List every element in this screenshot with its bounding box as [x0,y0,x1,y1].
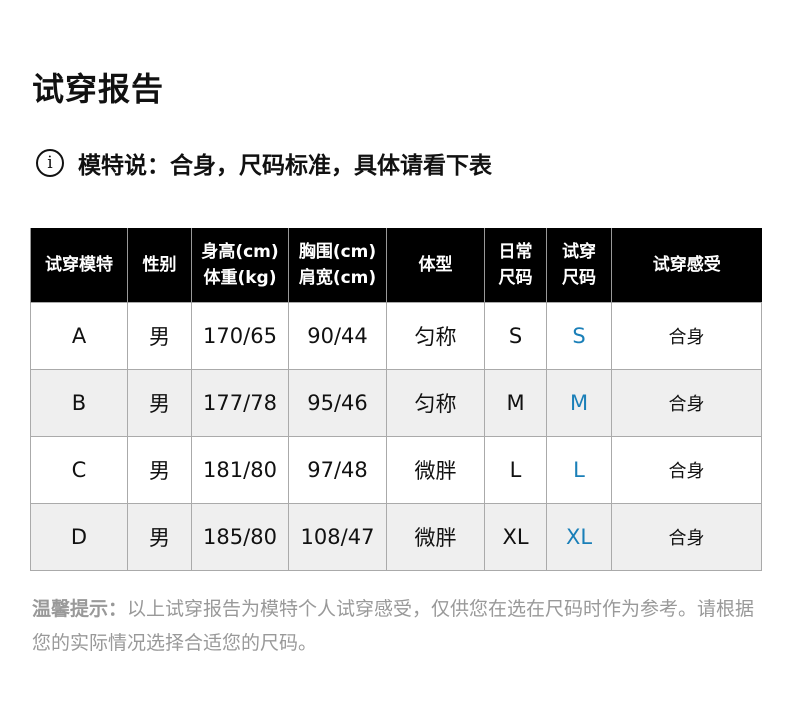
table-cell: S [484,302,547,370]
column-header: 身高(cm) 体重(kg) [191,228,289,303]
table-cell: A [30,302,128,370]
column-header: 性别 [127,228,192,303]
footer-label: 温馨提示： [32,598,128,620]
page-title: 试穿报告 [32,70,165,108]
table-cell: M [546,369,612,437]
column-header-line: 尺码 [562,268,596,288]
table-cell: 95/46 [288,369,387,437]
table-cell: 97/48 [288,436,387,504]
column-header-line: 胸围(cm) [298,242,377,262]
table-cell: 170/65 [191,302,289,370]
table-cell: 90/44 [288,302,387,370]
table-cell: 匀称 [386,302,485,370]
table-cell: L [546,436,612,504]
table-cell: 微胖 [386,503,485,571]
fit-report-table: 试穿模特 性别 身高(cm) 体重(kg) 胸围(cm) 肩宽(cm) 体型 日常 尺码 试穿 尺码… [30,228,762,571]
table-cell: 合身 [611,503,762,571]
column-header-line: 试穿模特 [45,255,113,275]
table-cell: 108/47 [288,503,387,571]
table-row: B 男 177/78 95/46 匀称 M M 合身 [30,369,762,437]
table-row: C 男 181/80 97/48 微胖 L L 合身 [30,436,762,504]
table-cell: 合身 [611,369,762,437]
column-header: 胸围(cm) 肩宽(cm) [288,228,387,303]
column-header-line: 体重(kg) [203,268,277,288]
column-header-line: 性别 [142,255,177,275]
table-cell: M [484,369,547,437]
column-header-line: 试穿 [562,242,596,262]
column-header-line: 日常 [498,242,533,262]
table-cell: 合身 [611,302,762,370]
table-cell: C [30,436,128,504]
column-header-line: 尺码 [498,268,533,288]
model-note: i 模特说：合身，尺码标准，具体请看下表 [36,146,492,180]
table-cell: 合身 [611,436,762,504]
info-icon: i [36,149,64,177]
table-cell: 181/80 [191,436,289,504]
table-cell: XL [484,503,547,571]
table-cell: 男 [127,369,192,437]
table-cell: 177/78 [191,369,289,437]
column-header: 日常 尺码 [484,228,547,303]
table-cell: 匀称 [386,369,485,437]
table-cell: D [30,503,128,571]
footer-tip: 温馨提示：以上试穿报告为模特个人试穿感受，仅供您在选在尺码时作为参考。请根据您的… [32,592,762,660]
column-header: 试穿感受 [611,228,762,303]
column-header: 体型 [386,228,485,303]
column-header: 试穿模特 [30,228,128,303]
table-cell: 男 [127,302,192,370]
table-cell: 男 [127,436,192,504]
note-text: 模特说：合身，尺码标准，具体请看下表 [78,153,492,179]
table-row: D 男 185/80 108/47 微胖 XL XL 合身 [30,503,762,571]
column-header-line: 体型 [418,255,453,275]
column-header-line: 试穿感受 [652,255,721,275]
column-header-line: 身高(cm) [201,242,279,262]
table-cell: S [546,302,612,370]
footer-text: 以上试穿报告为模特个人试穿感受，仅供您在选在尺码时作为参考。请根据您的实际情况选… [32,598,755,654]
table-cell: XL [546,503,612,571]
table-cell: 男 [127,503,192,571]
table-cell: 微胖 [386,436,485,504]
table-cell: 185/80 [191,503,289,571]
column-header-line: 肩宽(cm) [298,268,377,288]
table-row: A 男 170/65 90/44 匀称 S S 合身 [30,302,762,370]
table-cell: B [30,369,128,437]
column-header: 试穿 尺码 [546,228,612,303]
table-cell: L [484,436,547,504]
